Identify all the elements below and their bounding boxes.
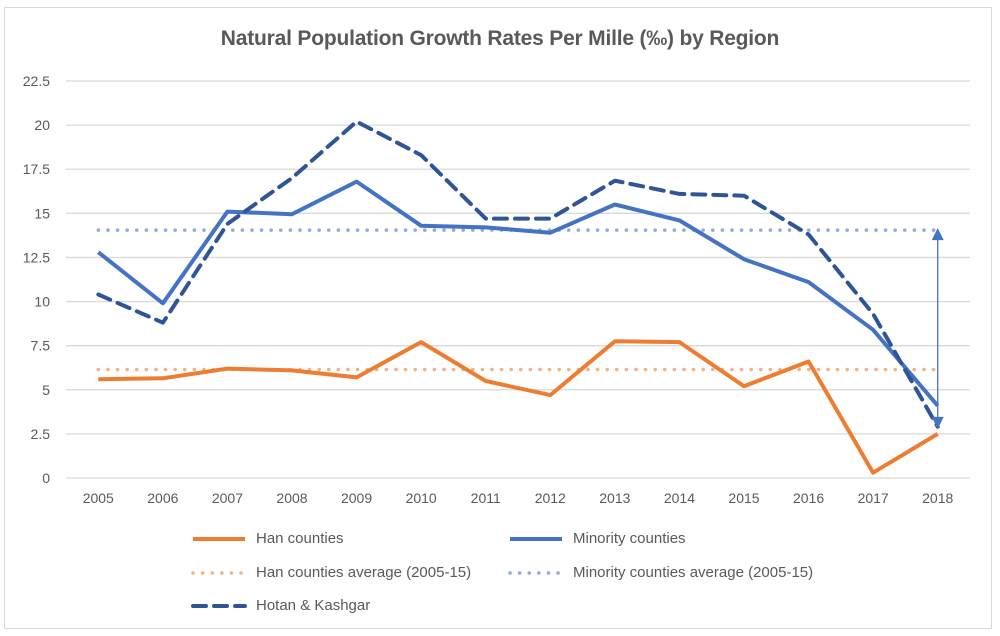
legend-swatch-icon <box>510 536 562 541</box>
y-tick-label: 12.5 <box>23 249 50 265</box>
y-axis-ticks: 0 2.5 5 7.5 10 12.5 15 17.5 20 22.5 <box>23 73 50 486</box>
y-tick-label: 20 <box>34 117 50 133</box>
legend-swatch-icon <box>191 570 247 575</box>
legend-label: Hotan & Kashgar <box>256 597 371 614</box>
gridlines <box>66 80 970 479</box>
legend-swatch-icon <box>193 536 245 541</box>
x-axis-ticks: 2005 2006 2007 2008 2009 2010 2011 2012 2013 2014… <box>83 490 954 506</box>
legend-item: Hotan & Kashgar <box>190 597 370 614</box>
legend-label: Minority counties <box>573 530 686 547</box>
x-tick-label: 2016 <box>793 490 824 506</box>
x-tick-label: 2011 <box>471 490 501 506</box>
arrow-down-head-icon <box>931 416 944 429</box>
x-tick-label: 2017 <box>858 490 889 506</box>
y-tick-label: 2.5 <box>31 426 51 442</box>
x-tick-label: 2007 <box>212 490 243 506</box>
series-lines <box>96 119 940 475</box>
series-line-han-counties <box>98 339 939 475</box>
annotations <box>931 228 944 429</box>
chart-title: Natural Population Growth Rates Per Mill… <box>220 27 780 50</box>
legend-label: Han counties average (2005-15) <box>256 564 472 581</box>
x-tick-label: 2008 <box>276 490 307 506</box>
legend-swatch-icon <box>508 570 564 575</box>
legend-item: Han counties average (2005-15) <box>190 564 471 581</box>
legend-item: Minority counties <box>507 530 686 547</box>
legend-swatch-icon <box>191 603 247 608</box>
x-tick-label: 2009 <box>341 490 372 506</box>
legend-item: Minority counties average (2005-15) <box>507 564 813 581</box>
y-tick-label: 10 <box>34 294 50 310</box>
x-tick-label: 2005 <box>83 490 114 506</box>
x-tick-label: 2010 <box>406 490 437 506</box>
legend-label: Han counties <box>256 530 344 547</box>
y-tick-label: 15 <box>34 205 50 221</box>
y-tick-label: 22.5 <box>23 73 50 89</box>
series-line-hotan-kashgar <box>96 119 940 429</box>
x-tick-label: 2014 <box>664 490 695 506</box>
y-tick-label: 17.5 <box>23 161 50 177</box>
y-tick-label: 5 <box>42 382 50 398</box>
x-tick-label: 2015 <box>728 490 759 506</box>
x-tick-label: 2006 <box>147 490 178 506</box>
x-tick-label: 2013 <box>599 490 630 506</box>
x-tick-label: 2012 <box>535 490 566 506</box>
arrow-up-head-icon <box>931 228 944 241</box>
y-tick-label: 0 <box>42 470 50 486</box>
legend-item: Han counties <box>190 530 344 547</box>
legend-label: Minority counties average (2005-15) <box>573 564 814 581</box>
chart-frame <box>4 7 992 629</box>
series-line-minority-counties <box>97 179 940 407</box>
x-tick-label: 2018 <box>922 490 953 506</box>
y-tick-label: 7.5 <box>31 338 51 354</box>
